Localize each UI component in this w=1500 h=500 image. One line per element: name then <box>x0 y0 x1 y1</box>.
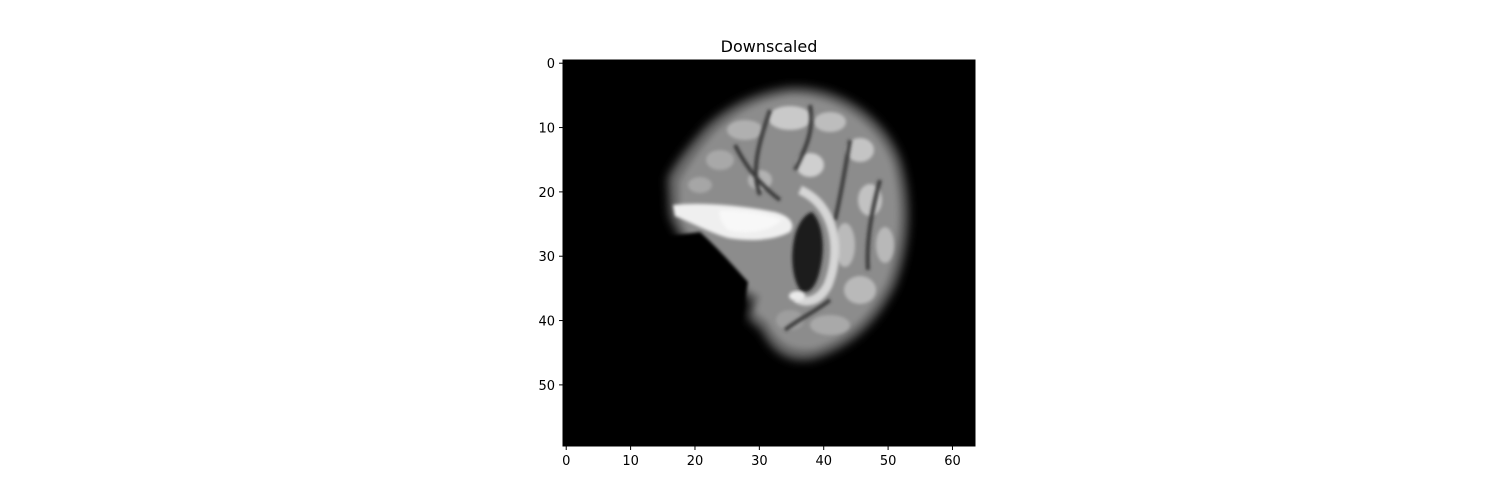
bright-spot <box>789 291 805 301</box>
x-tick-label: 40 <box>815 454 832 469</box>
x-tick-label: 50 <box>880 454 897 469</box>
x-tick-label: 20 <box>687 454 704 469</box>
sulci <box>733 104 882 332</box>
y-tick-label: 20 <box>538 186 555 201</box>
y-tick-label: 0 <box>547 57 555 72</box>
chart-title: Downscaled <box>721 37 818 56</box>
y-tick-label: 10 <box>538 122 555 137</box>
axes-frame <box>562 59 976 447</box>
y-tick-label: 50 <box>538 379 555 394</box>
x-tick-label: 60 <box>944 454 961 469</box>
brain-slice <box>640 87 908 360</box>
y-tick-label: 30 <box>538 250 555 265</box>
bright-band-core <box>719 210 782 233</box>
y-tick-label: 40 <box>538 315 555 330</box>
x-tick-label: 10 <box>622 454 639 469</box>
x-axis: 0 10 20 30 40 50 60 <box>562 446 961 469</box>
dark-notch <box>640 232 748 360</box>
white-matter-arc <box>793 185 840 306</box>
y-axis: 0 10 20 30 40 50 <box>538 57 563 394</box>
ventricle <box>792 212 823 292</box>
heatmap-image <box>563 60 975 446</box>
x-tick-label: 30 <box>751 454 768 469</box>
x-tick-label: 0 <box>562 454 570 469</box>
